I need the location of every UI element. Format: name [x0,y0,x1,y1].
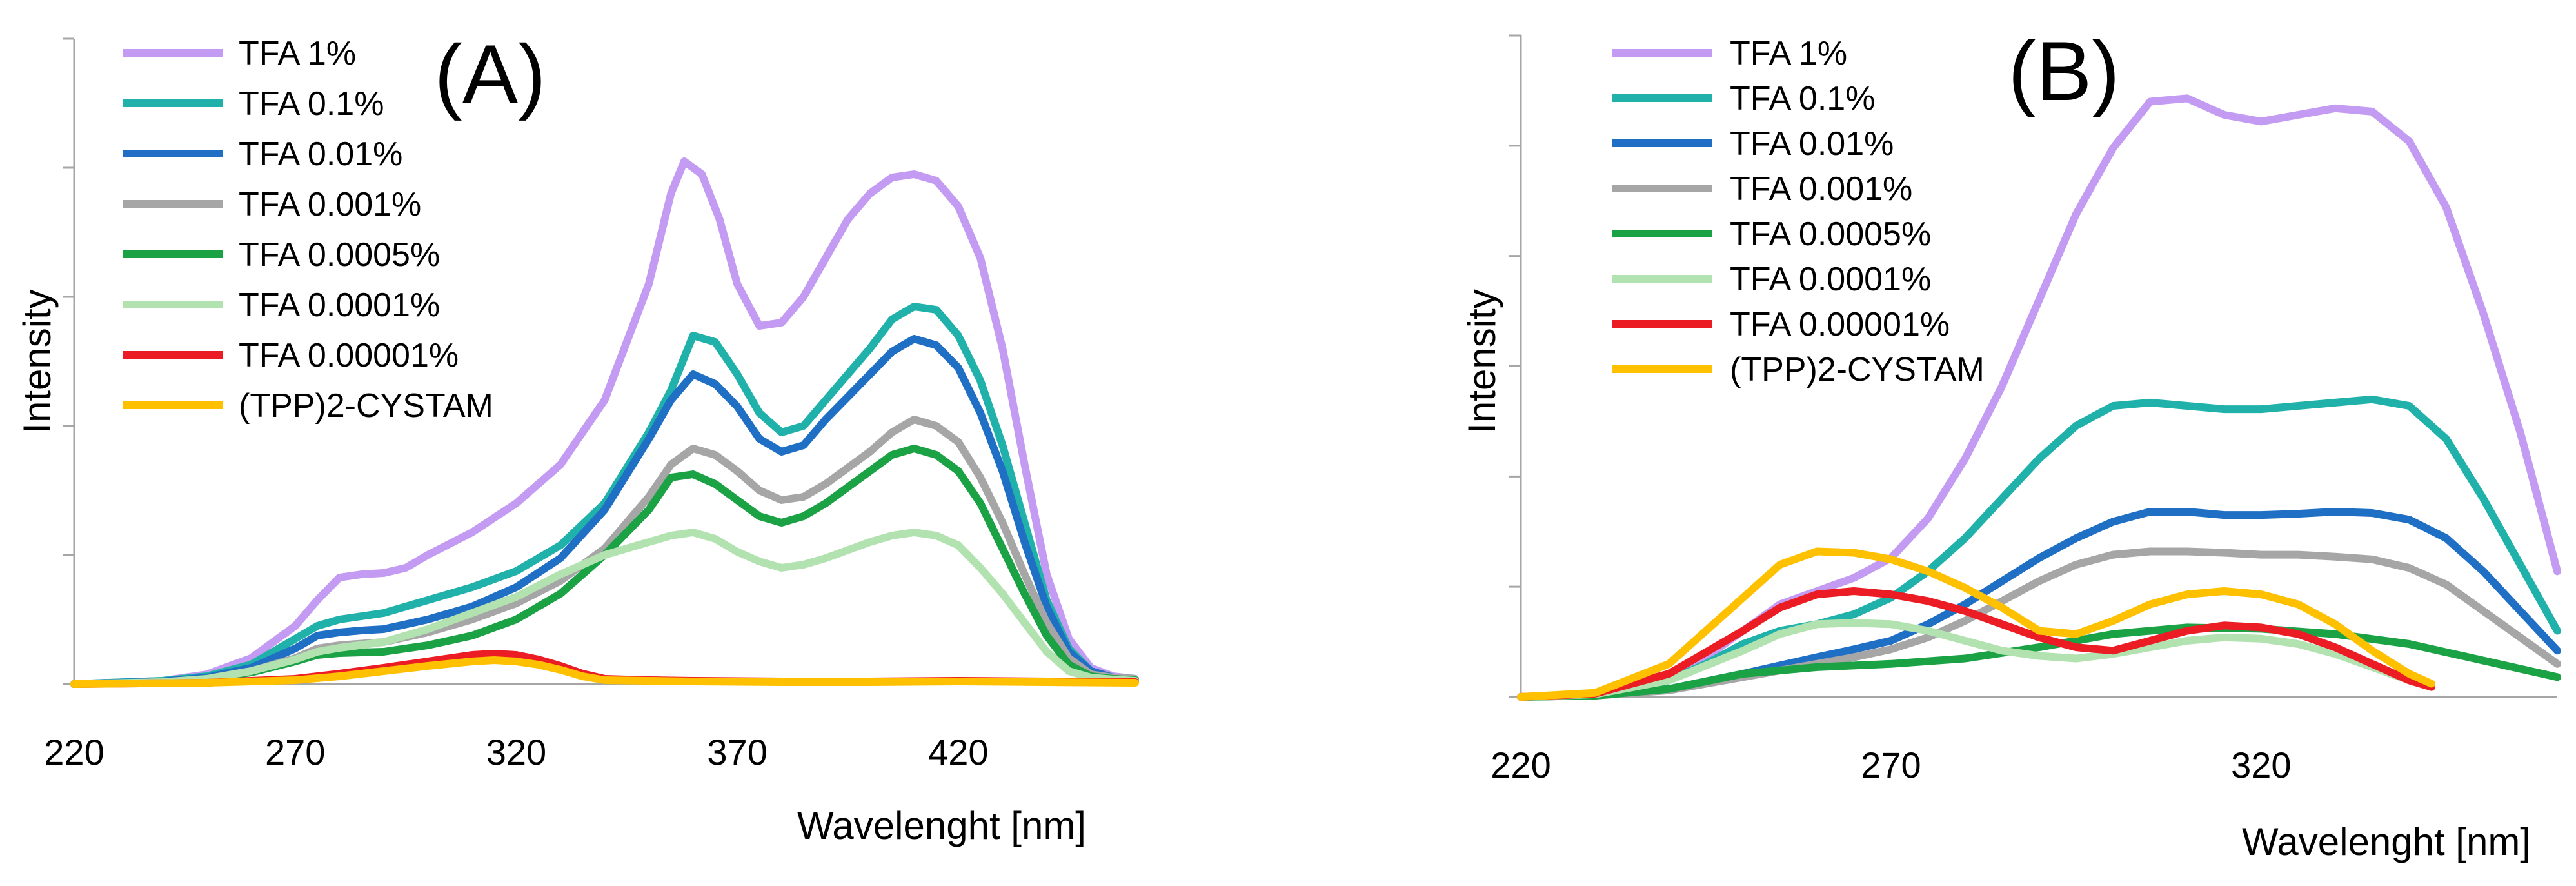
legend-label: (TPP)2-CYSTAM [1730,351,1985,388]
legend-label: (TPP)2-CYSTAM [239,387,493,425]
legend-label: TFA 1% [239,35,356,72]
series-line-b-7 [1517,547,2435,701]
x-axis-title: Wavelenght [nm] [2242,820,2531,863]
legend-label: TFA 0.001% [239,186,421,223]
series-line-b-5 [1517,619,2435,701]
series-line-b-6 [1517,587,2435,701]
panel-a: 220 270 320 370 420 Wavelenght [nm] Intensity (… [15,27,1139,847]
series-line-b-4 [1517,623,2561,701]
x-tick-label: 320 [2231,745,2291,785]
legend-label: TFA 0.1% [239,85,384,123]
series-line-a-5 [70,529,1139,688]
y-axis-title: Intensity [1460,289,1503,433]
legend-label: TFA 0.0005% [1730,216,1931,253]
panel-label: (B) [2008,24,2119,118]
legend-label: TFA 0.1% [1730,80,1875,117]
series-line-a-0 [70,157,1139,688]
x-tick-label: 270 [265,732,325,772]
legend-label: TFA 0.00001% [239,337,459,374]
y-axis-title: Intensity [15,289,59,433]
x-tick-label: 220 [1491,745,1551,785]
legend-label: TFA 0.0005% [239,236,440,274]
series-line-b-2 [1517,508,2561,701]
series-line-a-2 [70,335,1139,688]
legend: TFA 1% TFA 0.1% TFA 0.01% TFA 0.001% TFA 0.0… [123,35,493,425]
x-tick-label: 420 [928,732,988,772]
series-line-a-7 [70,656,1139,688]
legend-label: TFA 1% [1730,35,1847,72]
x-tick-label: 220 [44,732,104,772]
legend-label: TFA 0.01% [1730,125,1894,163]
legend-label: TFA 0.0001% [1730,261,1931,298]
legend: TFA 1% TFA 0.1% TFA 0.01% TFA 0.001% TFA 0.0… [1612,35,1985,388]
legend-label: TFA 0.0001% [239,287,440,324]
x-tick-label: 370 [707,732,767,772]
panel-label: (A) [434,27,546,121]
legend-label: TFA 0.00001% [1730,306,1950,343]
legend-label: TFA 0.01% [239,136,402,173]
x-axis-title: Wavelenght [nm] [797,804,1086,847]
x-tick-label: 320 [486,732,546,772]
series-line-a-1 [70,303,1139,688]
legend-label: TFA 0.001% [1730,170,1912,208]
x-tick-label: 270 [1861,745,1921,785]
series-line-a-4 [70,445,1139,688]
